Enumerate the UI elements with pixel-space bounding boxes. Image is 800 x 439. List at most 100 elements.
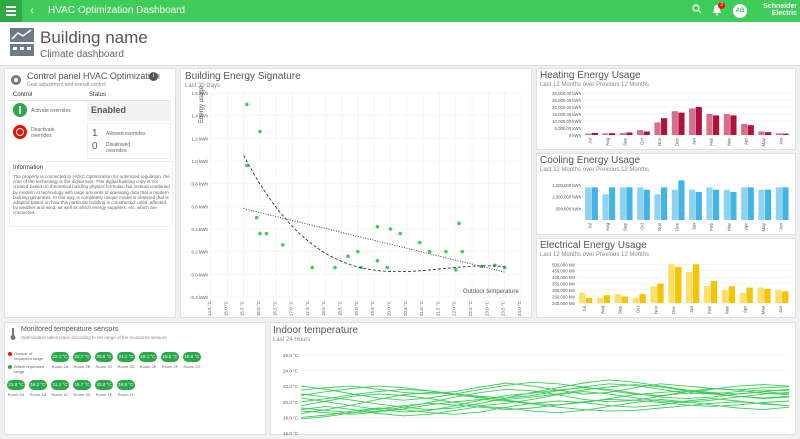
x-tick-label: Jul [588,138,593,144]
sensor-value-badge[interactable]: 18.6 °C [117,380,135,390]
bar [713,115,720,135]
x-tick-label: Dec [674,137,679,146]
notification-badge: 3 [718,2,725,9]
x-tick-label: 16.5 °C [272,300,277,316]
bar [585,297,593,303]
y-tick-label: 25,000.00 kWh [552,98,582,103]
x-tick-label: 21.5 °C [435,300,440,316]
x-tick-label: 16.0 °C [256,300,261,316]
bar [689,189,696,220]
info-icon[interactable]: i [149,72,158,81]
electrical-panel: Electrical Energy Usage Last 12 Months o… [536,238,796,318]
sensor-value-badge[interactable]: 22.1 °C [51,352,69,362]
temperature-series-line [300,382,790,395]
bar [706,114,713,135]
y-tick-label: 0.2 kWh [191,250,208,255]
building-name: Building name [40,28,148,47]
x-tick-label: Dec [674,222,679,231]
bar [728,286,735,303]
deactivate-overrides-button[interactable] [13,125,27,139]
sensor-value-badge[interactable]: 18.2 °C [29,380,47,390]
activate-overrides-button[interactable] [13,103,27,117]
x-tick-label: Nov [657,222,662,231]
sensor-value-badge[interactable]: 20.8 °C [95,352,113,362]
bar [596,297,604,303]
x-tick-label: Jan [689,306,694,314]
y-tick-label: 1,000,000 kWh [552,195,582,200]
bar [637,187,644,220]
allowed-label: Allowed overrides [106,131,146,137]
electrical-subtitle: Last 12 Months over Previous 12 Months [540,252,650,258]
cooling-panel: Cooling Energy Usage Last 12 Months over… [536,153,796,235]
bar [758,189,765,220]
temperature-series-line [300,398,790,417]
y-tick-label: 0.6 kWh [191,204,208,209]
bar [695,107,702,135]
sensor-value-badge[interactable]: 21.1 °C [51,380,69,390]
bar [746,287,753,303]
sensor-room-name: Room 2G [183,364,201,369]
sensor-value-badge[interactable]: 18.6 °C [161,352,179,362]
y-tick-label: 1.6 kWh [191,91,208,96]
control-column-header: Control [13,92,33,98]
temperature-series-line [300,391,790,407]
search-icon[interactable] [692,4,702,17]
y-tick-label: 450,000 kW [552,269,576,274]
y-tick-label: 0 kWh [569,133,582,138]
gear-icon [9,73,23,92]
sensor-value-badge[interactable]: 18.1 °C [139,352,157,362]
energy-signature-title: Building Energy Signature [185,71,301,82]
x-tick-label: Sep [622,138,627,147]
sensor-value-badge[interactable]: 21.8 °C [7,380,25,390]
bar [668,264,675,303]
sensor-room-name: Room 2B [73,364,91,369]
sensor-room-name: Room 1E [95,392,113,397]
status-column-header: Status [89,92,107,98]
app-title: HVAC Optimization Dashboard [48,5,186,16]
x-tick-label: 24.0 °C [517,300,522,316]
data-point [346,254,350,258]
brand-logo: Schneider Electric [763,3,797,17]
information-title: Information [13,165,44,171]
sensor-value-badge[interactable]: 18.7 °C [73,380,91,390]
menu-button[interactable] [0,0,22,22]
data-point [245,102,249,107]
sensor-value-badge[interactable]: 18.8 °C [183,352,201,362]
x-tick-label: 18.0 °C [321,300,326,316]
data-point [427,249,432,254]
data-point [398,231,403,236]
x-tick-label: 20.5 °C [403,300,408,316]
back-icon[interactable]: ‹ [30,3,34,17]
bar [609,133,616,135]
data-point [310,265,314,270]
bar [730,115,737,135]
avatar[interactable]: AB [733,4,747,18]
energy-signature-subtitle: Last 30 Days [185,83,221,89]
bar [723,189,730,220]
temperature-series-line [300,381,790,401]
bar [621,296,628,303]
bar [602,133,609,135]
temperature-series-line [300,388,790,414]
x-tick-label: Jun [778,138,783,146]
x-tick-label: May [761,137,766,146]
sensor-value-badge[interactable]: 21.1 °C [117,352,135,362]
x-tick-label: Aug [605,223,610,232]
heating-title: Heating Energy Usage [540,70,641,81]
y-tick-label: 500,000 kW [552,262,576,267]
sensor-value-badge[interactable]: 20.8 °C [95,380,113,390]
bar [765,189,772,220]
status-value: Enabled [91,105,127,115]
y-tick-label: 18.0 °C [283,415,299,420]
y-tick-label: 16.0 °C [283,431,299,436]
data-point [258,129,262,134]
y-tick-label: 30,000.00 kWh [552,91,582,96]
x-tick-label: Mar [726,137,731,145]
x-tick-label: 15.5 °C [240,300,245,316]
bar [654,194,661,220]
x-tick-label: May [761,222,766,231]
sensor-value-badge[interactable]: 22.7 °C [73,352,91,362]
heating-panel: Heating Energy Usage Last 12 Months over… [536,68,796,150]
legend-outside: Outside of requested range [14,351,44,361]
y-tick-label: 20,000.00 kWh [552,105,582,110]
